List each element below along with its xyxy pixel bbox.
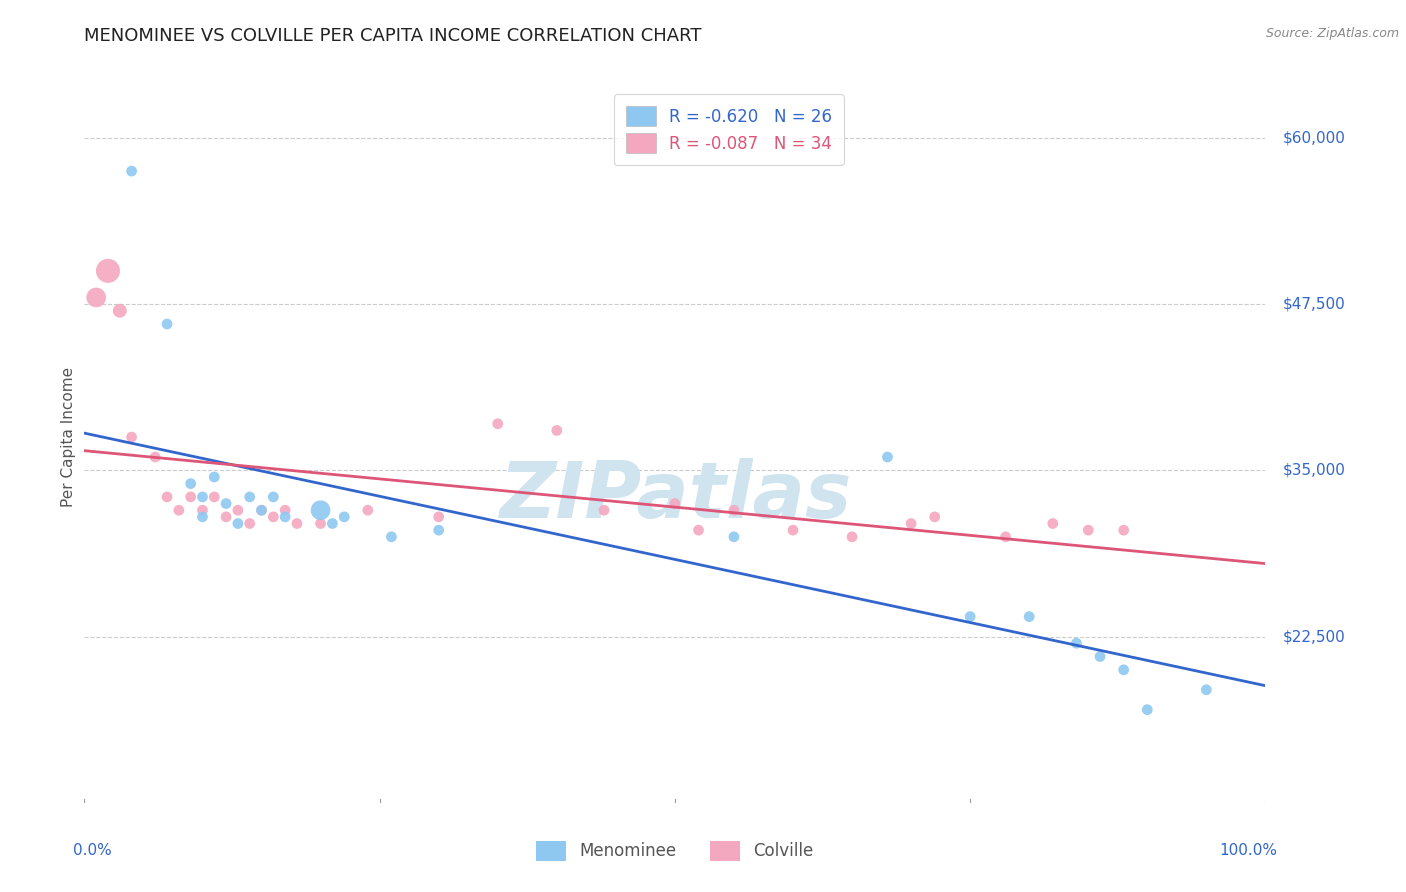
Text: MENOMINEE VS COLVILLE PER CAPITA INCOME CORRELATION CHART: MENOMINEE VS COLVILLE PER CAPITA INCOME … <box>84 27 702 45</box>
Point <box>285 516 308 531</box>
Point <box>486 417 509 431</box>
Point <box>357 503 380 517</box>
Point <box>262 490 284 504</box>
Point <box>309 516 332 531</box>
Point <box>546 424 568 438</box>
Point <box>1136 703 1159 717</box>
Point <box>156 317 179 331</box>
Point <box>97 264 120 278</box>
Point <box>202 470 225 484</box>
Point <box>121 430 143 444</box>
Point <box>427 509 450 524</box>
Text: 100.0%: 100.0% <box>1219 843 1277 858</box>
Point <box>191 503 214 517</box>
Point <box>215 509 238 524</box>
Point <box>688 523 710 537</box>
Point <box>593 503 616 517</box>
Point <box>1066 636 1088 650</box>
Point <box>427 523 450 537</box>
Point <box>108 303 131 318</box>
Point <box>1077 523 1099 537</box>
Point <box>250 503 273 517</box>
Point <box>1195 682 1218 697</box>
Text: 0.0%: 0.0% <box>73 843 111 858</box>
Point <box>309 503 332 517</box>
Point <box>156 490 179 504</box>
Text: ZIPatlas: ZIPatlas <box>499 458 851 533</box>
Point <box>876 450 898 464</box>
Point <box>215 497 238 511</box>
Point <box>1088 649 1111 664</box>
Point <box>143 450 166 464</box>
Point <box>191 490 214 504</box>
Point <box>1042 516 1064 531</box>
Point <box>841 530 863 544</box>
Text: Source: ZipAtlas.com: Source: ZipAtlas.com <box>1265 27 1399 40</box>
Point <box>1112 663 1135 677</box>
Point <box>333 509 356 524</box>
Point <box>321 516 343 531</box>
Point <box>924 509 946 524</box>
Point <box>782 523 804 537</box>
Point <box>226 516 249 531</box>
Point <box>191 509 214 524</box>
Point <box>239 516 262 531</box>
Point <box>180 490 202 504</box>
Text: $47,500: $47,500 <box>1284 297 1346 311</box>
Point <box>380 530 402 544</box>
Point <box>959 609 981 624</box>
Point <box>274 503 297 517</box>
Y-axis label: Per Capita Income: Per Capita Income <box>60 367 76 508</box>
Point <box>1112 523 1135 537</box>
Point <box>202 490 225 504</box>
Point <box>994 530 1017 544</box>
Point <box>239 490 262 504</box>
Legend: Menominee, Colville: Menominee, Colville <box>530 834 820 868</box>
Point <box>664 497 686 511</box>
Point <box>121 164 143 178</box>
Point <box>167 503 190 517</box>
Point <box>250 503 273 517</box>
Point <box>84 290 107 304</box>
Point <box>274 509 297 524</box>
Point <box>226 503 249 517</box>
Point <box>1018 609 1040 624</box>
Point <box>900 516 922 531</box>
Text: $60,000: $60,000 <box>1284 130 1346 145</box>
Point <box>180 476 202 491</box>
Point <box>262 509 284 524</box>
Point <box>723 503 745 517</box>
Text: $35,000: $35,000 <box>1284 463 1346 478</box>
Point <box>723 530 745 544</box>
Text: $22,500: $22,500 <box>1284 629 1346 644</box>
